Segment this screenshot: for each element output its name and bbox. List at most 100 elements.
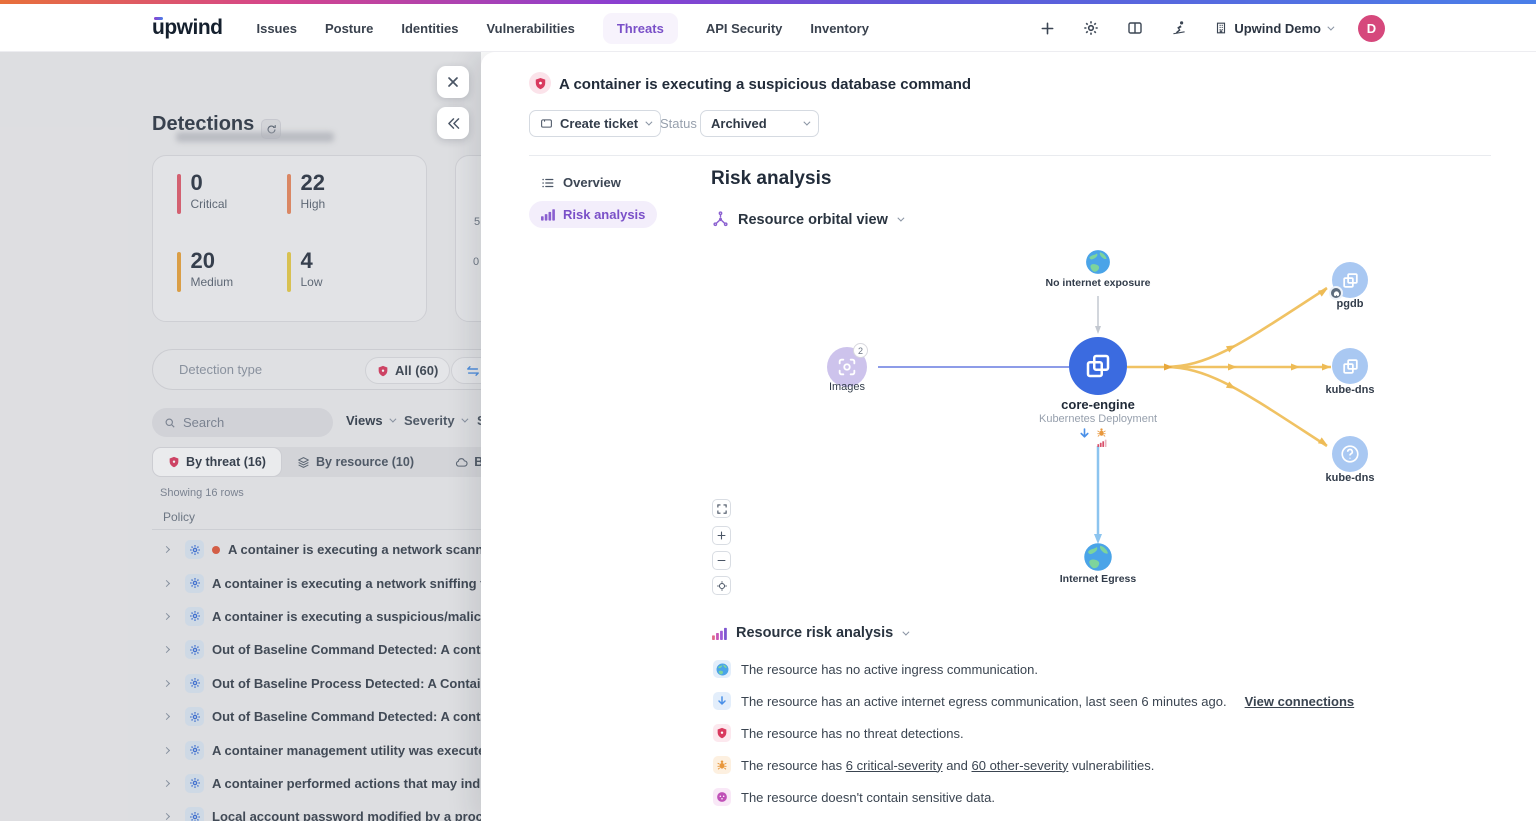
table-row[interactable]: A container management utility was execu… <box>152 733 481 766</box>
settings-gear-icon[interactable] <box>1082 19 1100 37</box>
kube-dns-node[interactable] <box>1332 348 1368 384</box>
policy-gear-icon[interactable] <box>185 573 204 593</box>
severity-cell-medium: 20 Medium <box>177 249 233 292</box>
expand-chevron-icon[interactable] <box>162 612 171 621</box>
threat-detail-panel: A container is executing a suspicious da… <box>481 52 1536 821</box>
policy-gear-icon[interactable] <box>185 807 204 821</box>
expand-chevron-icon[interactable] <box>162 546 171 554</box>
detection-row-label: A container is executing a suspicious/ma… <box>212 608 481 624</box>
tab-overview[interactable]: Overview <box>529 169 633 196</box>
internet-egress-node[interactable] <box>1083 542 1113 572</box>
primary-nav: Issues Posture Identities Vulnerabilitie… <box>256 12 869 44</box>
tab-risk-analysis-label: Risk analysis <box>563 207 646 222</box>
table-row[interactable]: A container performed actions that may i… <box>152 767 481 800</box>
more-filter-dropdown[interactable]: S <box>477 413 481 428</box>
tab-by-threat[interactable]: By threat (16) <box>152 447 282 477</box>
policy-gear-icon[interactable] <box>185 540 204 560</box>
shield-icon <box>535 77 545 89</box>
views-dropdown[interactable]: Views <box>346 413 397 428</box>
minus-icon <box>717 559 726 562</box>
node-label: kube-dns <box>1325 384 1375 396</box>
fit-view-button[interactable] <box>712 499 731 518</box>
filter-all-pill[interactable]: All (60) <box>365 357 451 384</box>
core-engine-indicators <box>1078 427 1107 447</box>
logo-text: upwind <box>152 16 223 39</box>
search-placeholder: Search <box>183 415 225 430</box>
detection-row-label: A container is executing a network scann… <box>228 542 481 558</box>
filter-swap-pill[interactable] <box>451 357 481 384</box>
globe-icon <box>1084 543 1112 571</box>
expand-chevron-icon[interactable] <box>162 813 171 821</box>
nav-item-issues[interactable]: Issues <box>256 20 297 36</box>
policy-gear-icon[interactable] <box>185 673 204 693</box>
user-avatar[interactable]: D <box>1358 14 1385 42</box>
create-ticket-button[interactable]: Create ticket <box>529 110 662 137</box>
expand-chevron-icon[interactable] <box>162 646 171 654</box>
table-row[interactable]: Out of Baseline Process Detected: A Cont… <box>152 667 481 700</box>
zoom-in-button[interactable] <box>712 526 731 545</box>
building-icon <box>1217 22 1226 34</box>
nav-item-threats[interactable]: Threats <box>602 12 678 44</box>
policy-gear-icon[interactable] <box>185 707 204 727</box>
detection-type-filter[interactable]: Detection type All (60) <box>152 349 481 390</box>
policy-gear-icon[interactable] <box>185 773 204 793</box>
critical-vulns-link[interactable]: 6 critical-severity <box>845 757 943 773</box>
collapse-drawer-button[interactable] <box>437 107 469 139</box>
table-row[interactable]: Out of Baseline Command Detected: A cont… <box>152 633 481 666</box>
row-count-status: Showing 16 rows <box>160 487 244 499</box>
create-ticket-label: Create ticket <box>560 116 639 131</box>
nav-item-inventory[interactable]: Inventory <box>810 20 869 36</box>
expand-chevron-icon[interactable] <box>162 746 171 754</box>
resource-orbital-graph[interactable]: No internet exposure 2 Images core-engin… <box>700 240 1440 612</box>
table-row[interactable]: Local account password modified by a pro… <box>152 800 481 821</box>
nav-item-vulnerabilities[interactable]: Vulnerabilities <box>486 20 575 36</box>
policy-gear-icon[interactable] <box>185 606 204 626</box>
org-switcher[interactable]: Upwind Demo <box>1214 21 1335 36</box>
high-count: 22 <box>300 170 325 195</box>
policy-gear-icon[interactable] <box>185 740 204 760</box>
nav-item-api-security[interactable]: API Security <box>705 20 783 36</box>
expand-chevron-icon[interactable] <box>162 579 171 587</box>
table-row[interactable]: A container is executing a network sniff… <box>152 566 481 599</box>
page-title: Risk analysis <box>711 168 832 189</box>
plus-icon[interactable] <box>1038 19 1056 37</box>
panel-columns-icon[interactable] <box>1126 19 1144 37</box>
node-label: Internet Egress <box>1059 573 1137 585</box>
tab-by-threat-label: By threat (16) <box>186 455 266 469</box>
detection-row-label: A container performed actions that may i… <box>212 775 481 791</box>
tab-risk-analysis[interactable]: Risk analysis <box>529 201 658 228</box>
orbital-view-section-header[interactable]: Resource orbital view <box>712 211 905 228</box>
views-label: Views <box>346 413 383 428</box>
severity-dd-label: Severity <box>404 413 455 428</box>
tab-by-resource[interactable]: By resource (10) <box>282 447 429 477</box>
kube-dns-unknown-node[interactable] <box>1332 436 1368 472</box>
table-row[interactable]: Out of Baseline Command Detected: A cont… <box>152 700 481 733</box>
tab-by-account[interactable]: By a <box>429 447 481 477</box>
core-engine-node[interactable] <box>1069 337 1127 395</box>
zoom-out-button[interactable] <box>712 551 731 570</box>
risk-analysis-section-header[interactable]: Resource risk analysis <box>712 625 910 641</box>
guided-tour-icon[interactable] <box>1170 19 1188 37</box>
expand-chevron-icon[interactable] <box>162 713 171 721</box>
detections-table: A container is executing a network scann… <box>152 533 481 821</box>
locate-button[interactable] <box>712 576 731 595</box>
orbital-graph-icon <box>713 211 728 227</box>
nav-item-posture[interactable]: Posture <box>324 20 374 36</box>
table-row[interactable]: A container is executing a network scann… <box>152 533 481 566</box>
low-bar <box>287 252 291 292</box>
policy-gear-icon[interactable] <box>185 640 204 660</box>
nav-item-identities[interactable]: Identities <box>401 20 459 36</box>
close-drawer-button[interactable] <box>437 66 469 98</box>
table-row[interactable]: A container is executing a suspicious/ma… <box>152 600 481 633</box>
expand-chevron-icon[interactable] <box>162 779 171 787</box>
status-select[interactable]: Archived <box>700 110 819 137</box>
bar-chart-icon <box>712 627 727 640</box>
no-internet-exposure-node[interactable] <box>1085 249 1111 275</box>
expand-chevron-icon[interactable] <box>162 679 171 687</box>
upwind-logo[interactable]: upwind <box>152 16 223 40</box>
view-connections-link[interactable]: View connections <box>1244 693 1355 709</box>
other-vulns-link[interactable]: 60 other-severity <box>971 757 1069 773</box>
redacted-subtitle <box>176 132 334 142</box>
severity-dropdown[interactable]: Severity <box>404 413 469 428</box>
search-input[interactable]: Search <box>152 408 333 437</box>
